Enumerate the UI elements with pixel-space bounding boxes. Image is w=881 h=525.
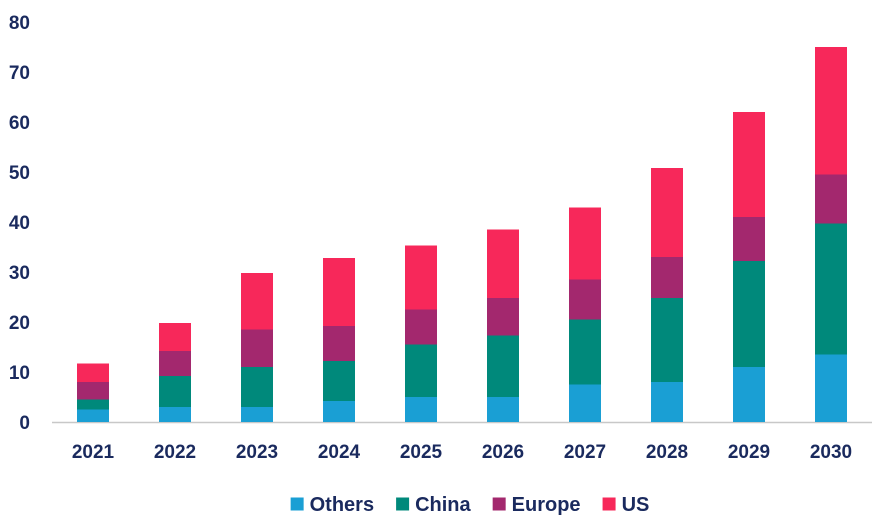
bar-others-2027 bbox=[569, 384, 601, 422]
y-axis: 0 10 20 30 40 50 60 70 80 bbox=[9, 13, 30, 434]
bar-europe-2022 bbox=[159, 351, 191, 376]
bar-others-2026 bbox=[487, 397, 519, 422]
x-tick-label: 2029 bbox=[728, 442, 770, 463]
bar-china-2025 bbox=[405, 344, 437, 397]
legend-swatch bbox=[492, 497, 506, 511]
y-tick-label: 0 bbox=[19, 413, 30, 434]
bar-europe-2027 bbox=[569, 279, 601, 320]
bar-china-2028 bbox=[651, 298, 683, 382]
bar-others-2022 bbox=[159, 407, 191, 422]
bar-us-2024 bbox=[323, 258, 355, 326]
legend-swatch bbox=[396, 497, 410, 511]
x-tick-label: 2030 bbox=[810, 442, 852, 463]
legend-label: US bbox=[622, 494, 650, 516]
x-tick-label: 2024 bbox=[318, 442, 361, 463]
bar-china-2022 bbox=[159, 376, 191, 407]
bar-china-2024 bbox=[323, 361, 355, 401]
legend: Others China Europe US bbox=[290, 494, 650, 516]
bar-others-2021 bbox=[77, 409, 109, 422]
y-tick-label: 80 bbox=[9, 13, 30, 34]
y-tick-label: 40 bbox=[9, 213, 30, 234]
bar-us-2023 bbox=[241, 273, 273, 330]
bar-others-2024 bbox=[323, 401, 355, 422]
y-tick-label: 50 bbox=[9, 163, 30, 184]
y-tick-label: 20 bbox=[9, 313, 30, 334]
legend-label: China bbox=[415, 494, 471, 516]
x-tick-label: 2025 bbox=[400, 442, 443, 463]
bar-us-2027 bbox=[569, 207, 601, 280]
bar-others-2023 bbox=[241, 407, 273, 422]
x-tick-label: 2022 bbox=[154, 442, 196, 463]
bars bbox=[77, 47, 847, 422]
legend-swatch bbox=[290, 497, 304, 511]
bar-others-2030 bbox=[815, 354, 847, 422]
x-tick-label: 2023 bbox=[236, 442, 278, 463]
bar-europe-2028 bbox=[651, 257, 683, 298]
x-tick-label: 2027 bbox=[564, 442, 606, 463]
x-axis: 2021 2022 2023 2024 2025 2026 2027 2028 2029 2030 bbox=[72, 442, 852, 463]
bar-us-2026 bbox=[487, 229, 519, 298]
bar-china-2026 bbox=[487, 335, 519, 397]
bar-us-2022 bbox=[159, 323, 191, 351]
x-tick-label: 2028 bbox=[646, 442, 688, 463]
y-tick-label: 10 bbox=[9, 363, 30, 384]
bar-others-2025 bbox=[405, 397, 437, 422]
bar-china-2021 bbox=[77, 399, 109, 410]
bar-china-2027 bbox=[569, 319, 601, 385]
y-tick-label: 30 bbox=[9, 263, 30, 284]
legend-label: Europe bbox=[512, 494, 581, 516]
y-tick-label: 60 bbox=[9, 113, 30, 134]
bar-europe-2025 bbox=[405, 309, 437, 345]
legend-item-others: Others bbox=[290, 494, 374, 516]
bar-us-2021 bbox=[77, 363, 109, 382]
bar-us-2028 bbox=[651, 168, 683, 257]
bar-china-2030 bbox=[815, 223, 847, 355]
bar-europe-2026 bbox=[487, 298, 519, 336]
bar-europe-2023 bbox=[241, 329, 273, 367]
y-tick-label: 70 bbox=[9, 63, 30, 84]
bar-china-2023 bbox=[241, 367, 273, 407]
bar-us-2030 bbox=[815, 47, 847, 175]
legend-swatch bbox=[602, 497, 616, 511]
x-tick-label: 2026 bbox=[482, 442, 524, 463]
bar-europe-2029 bbox=[733, 217, 765, 261]
bar-europe-2021 bbox=[77, 382, 109, 400]
bar-others-2029 bbox=[733, 367, 765, 422]
bar-us-2029 bbox=[733, 112, 765, 217]
bar-europe-2030 bbox=[815, 174, 847, 224]
bar-others-2028 bbox=[651, 382, 683, 422]
x-tick-label: 2021 bbox=[72, 442, 115, 463]
bar-china-2029 bbox=[733, 261, 765, 367]
legend-item-us: US bbox=[602, 494, 650, 516]
legend-label: Others bbox=[310, 494, 374, 516]
legend-item-china: China bbox=[396, 494, 472, 516]
legend-item-europe: Europe bbox=[492, 494, 581, 516]
bar-europe-2024 bbox=[323, 326, 355, 361]
bar-us-2025 bbox=[405, 245, 437, 310]
